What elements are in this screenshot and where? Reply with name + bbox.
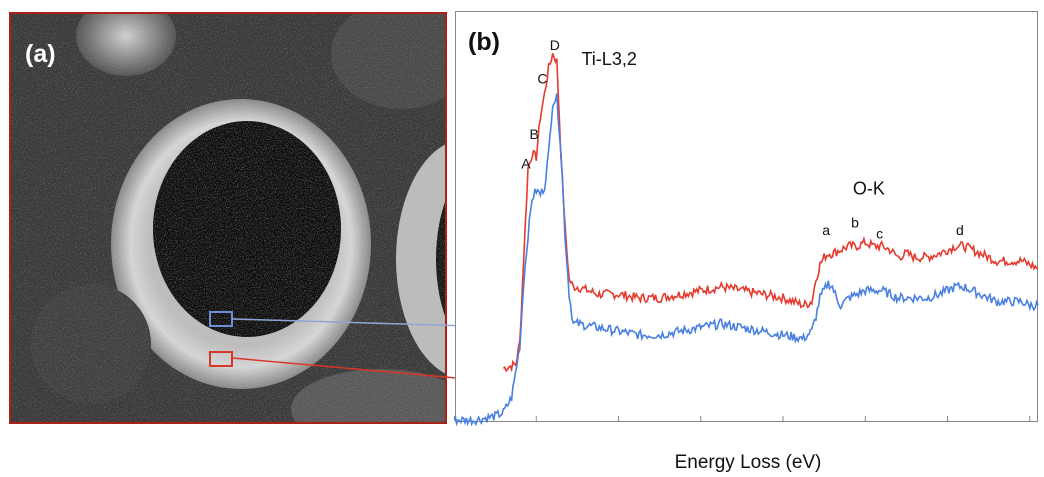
red-spectrum-line (502, 53, 1038, 373)
plot-frame (455, 11, 1038, 422)
x-tick-layer: 440460480500520540560580 (454, 416, 1031, 421)
o-k-annotation: O-K (853, 178, 885, 198)
micrograph-panel: (a) (9, 12, 447, 424)
panel-b-label: (b) (468, 28, 500, 56)
ti-l32-annotation: Ti-L3,2 (581, 49, 636, 69)
x-axis-label: Energy Loss (eV) (674, 452, 822, 473)
peak-label: d (956, 222, 964, 238)
blue-spectrum-line (454, 93, 1039, 427)
peak-label: a (822, 222, 830, 238)
peak-label: B (530, 126, 539, 142)
peak-label: c (876, 226, 883, 242)
series-layer (454, 53, 1039, 427)
panel-a-label: (a) (25, 40, 56, 68)
annotation-layer: Ti-L3,2 O-K AB C Da b c d (521, 37, 963, 242)
spectrum-chart: (b) 440460480500520540560580 Ti-L3,2 O-K A… (454, 11, 1039, 427)
peak-label: C (537, 70, 547, 86)
peak-label: b (851, 215, 859, 231)
micrograph-image (11, 14, 445, 422)
peak-label: A (521, 155, 531, 171)
peak-label: D (550, 37, 560, 53)
